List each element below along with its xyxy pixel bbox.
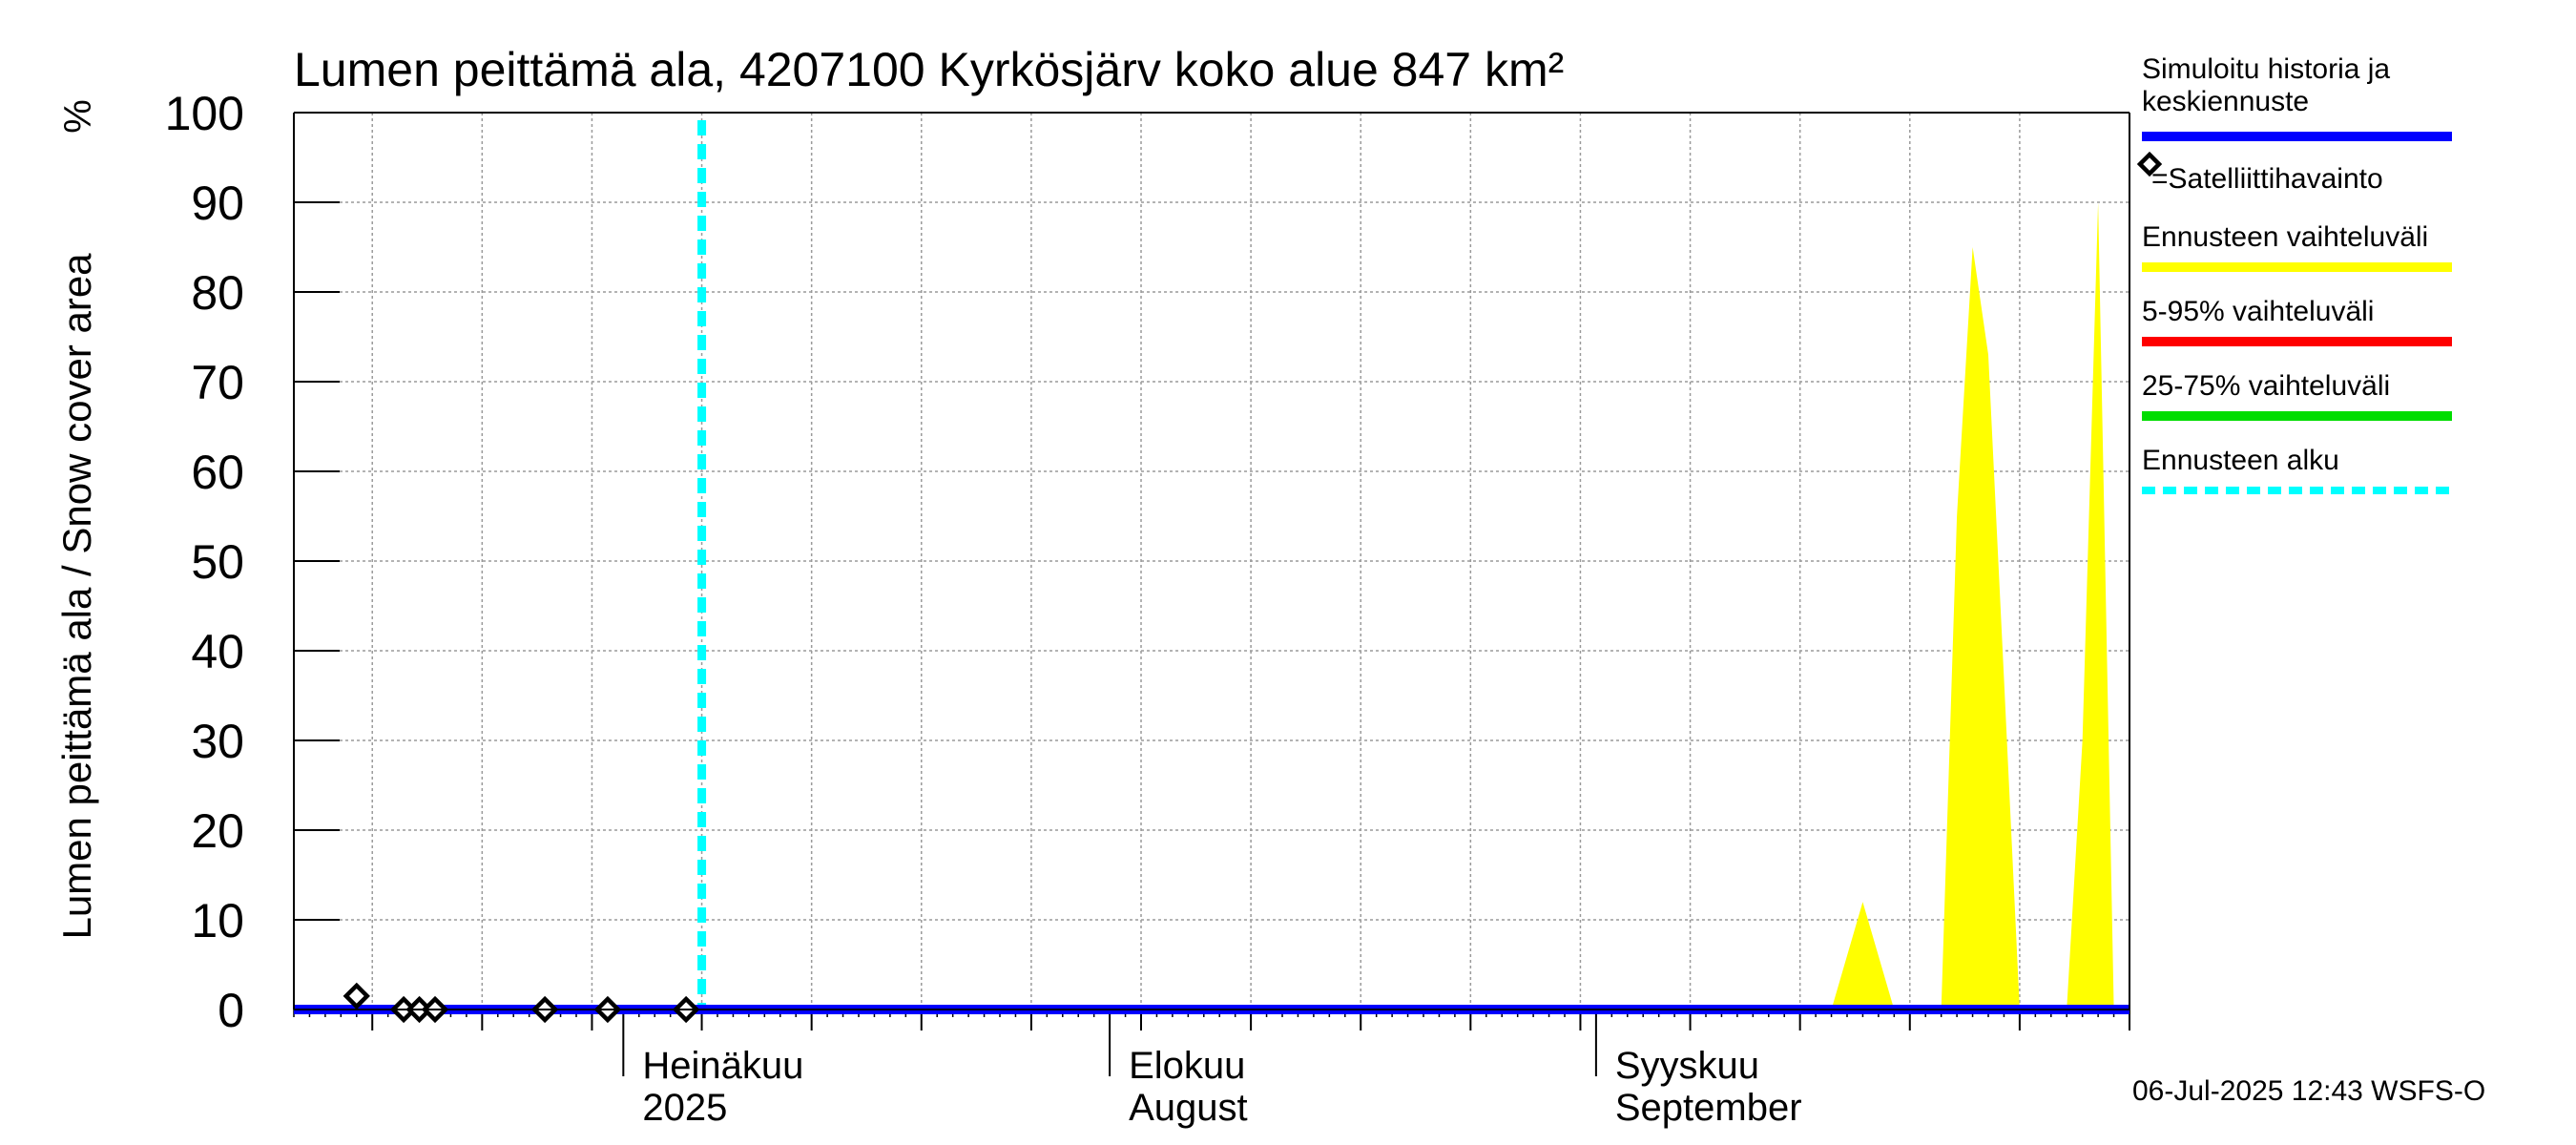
- y-tick-label: 0: [218, 984, 244, 1037]
- legend-swatch-satellite: [2136, 151, 2163, 177]
- legend-label: Simuloitu historia ja: [2142, 53, 2390, 85]
- month-label: Heinäkuu: [642, 1045, 803, 1087]
- month-label-sub: August: [1129, 1087, 1248, 1129]
- month-label-sub: 2025: [642, 1087, 727, 1129]
- month-label-sub: September: [1615, 1087, 1802, 1129]
- legend-label: 5-95% vaihteluväli: [2142, 296, 2374, 327]
- y-tick-label: 10: [191, 894, 244, 947]
- y-axis-unit: %: [57, 99, 99, 134]
- legend-label: =Satelliittihavainto: [2151, 163, 2383, 195]
- satellite-observation-point: [343, 982, 370, 1010]
- legend-label: 25-75% vaihteluväli: [2142, 370, 2390, 402]
- y-tick-label: 70: [191, 356, 244, 409]
- y-tick-label: 40: [191, 625, 244, 678]
- y-tick-label: 50: [191, 535, 244, 589]
- month-label: Elokuu: [1129, 1045, 1245, 1087]
- y-tick-label: 60: [191, 446, 244, 499]
- chart-title: Lumen peittämä ala, 4207100 Kyrkösjärv k…: [294, 43, 1564, 96]
- legend-label: Ennusteen alku: [2142, 445, 2339, 476]
- y-tick-label: 30: [191, 715, 244, 768]
- y-tick-label: 100: [165, 87, 244, 140]
- y-tick-label: 20: [191, 804, 244, 858]
- y-tick-label: 90: [191, 177, 244, 230]
- y-tick-label: 80: [191, 266, 244, 320]
- month-label: Syyskuu: [1615, 1045, 1759, 1087]
- legend-label: Ennusteen vaihteluväli: [2142, 221, 2428, 253]
- legend-label: keskiennuste: [2142, 86, 2309, 117]
- forecast-range-area: [1831, 202, 2129, 1010]
- footer-timestamp: 06-Jul-2025 12:43 WSFS-O: [2132, 1075, 2485, 1107]
- y-axis-label: Lumen peittämä ala / Snow cover area: [54, 253, 99, 940]
